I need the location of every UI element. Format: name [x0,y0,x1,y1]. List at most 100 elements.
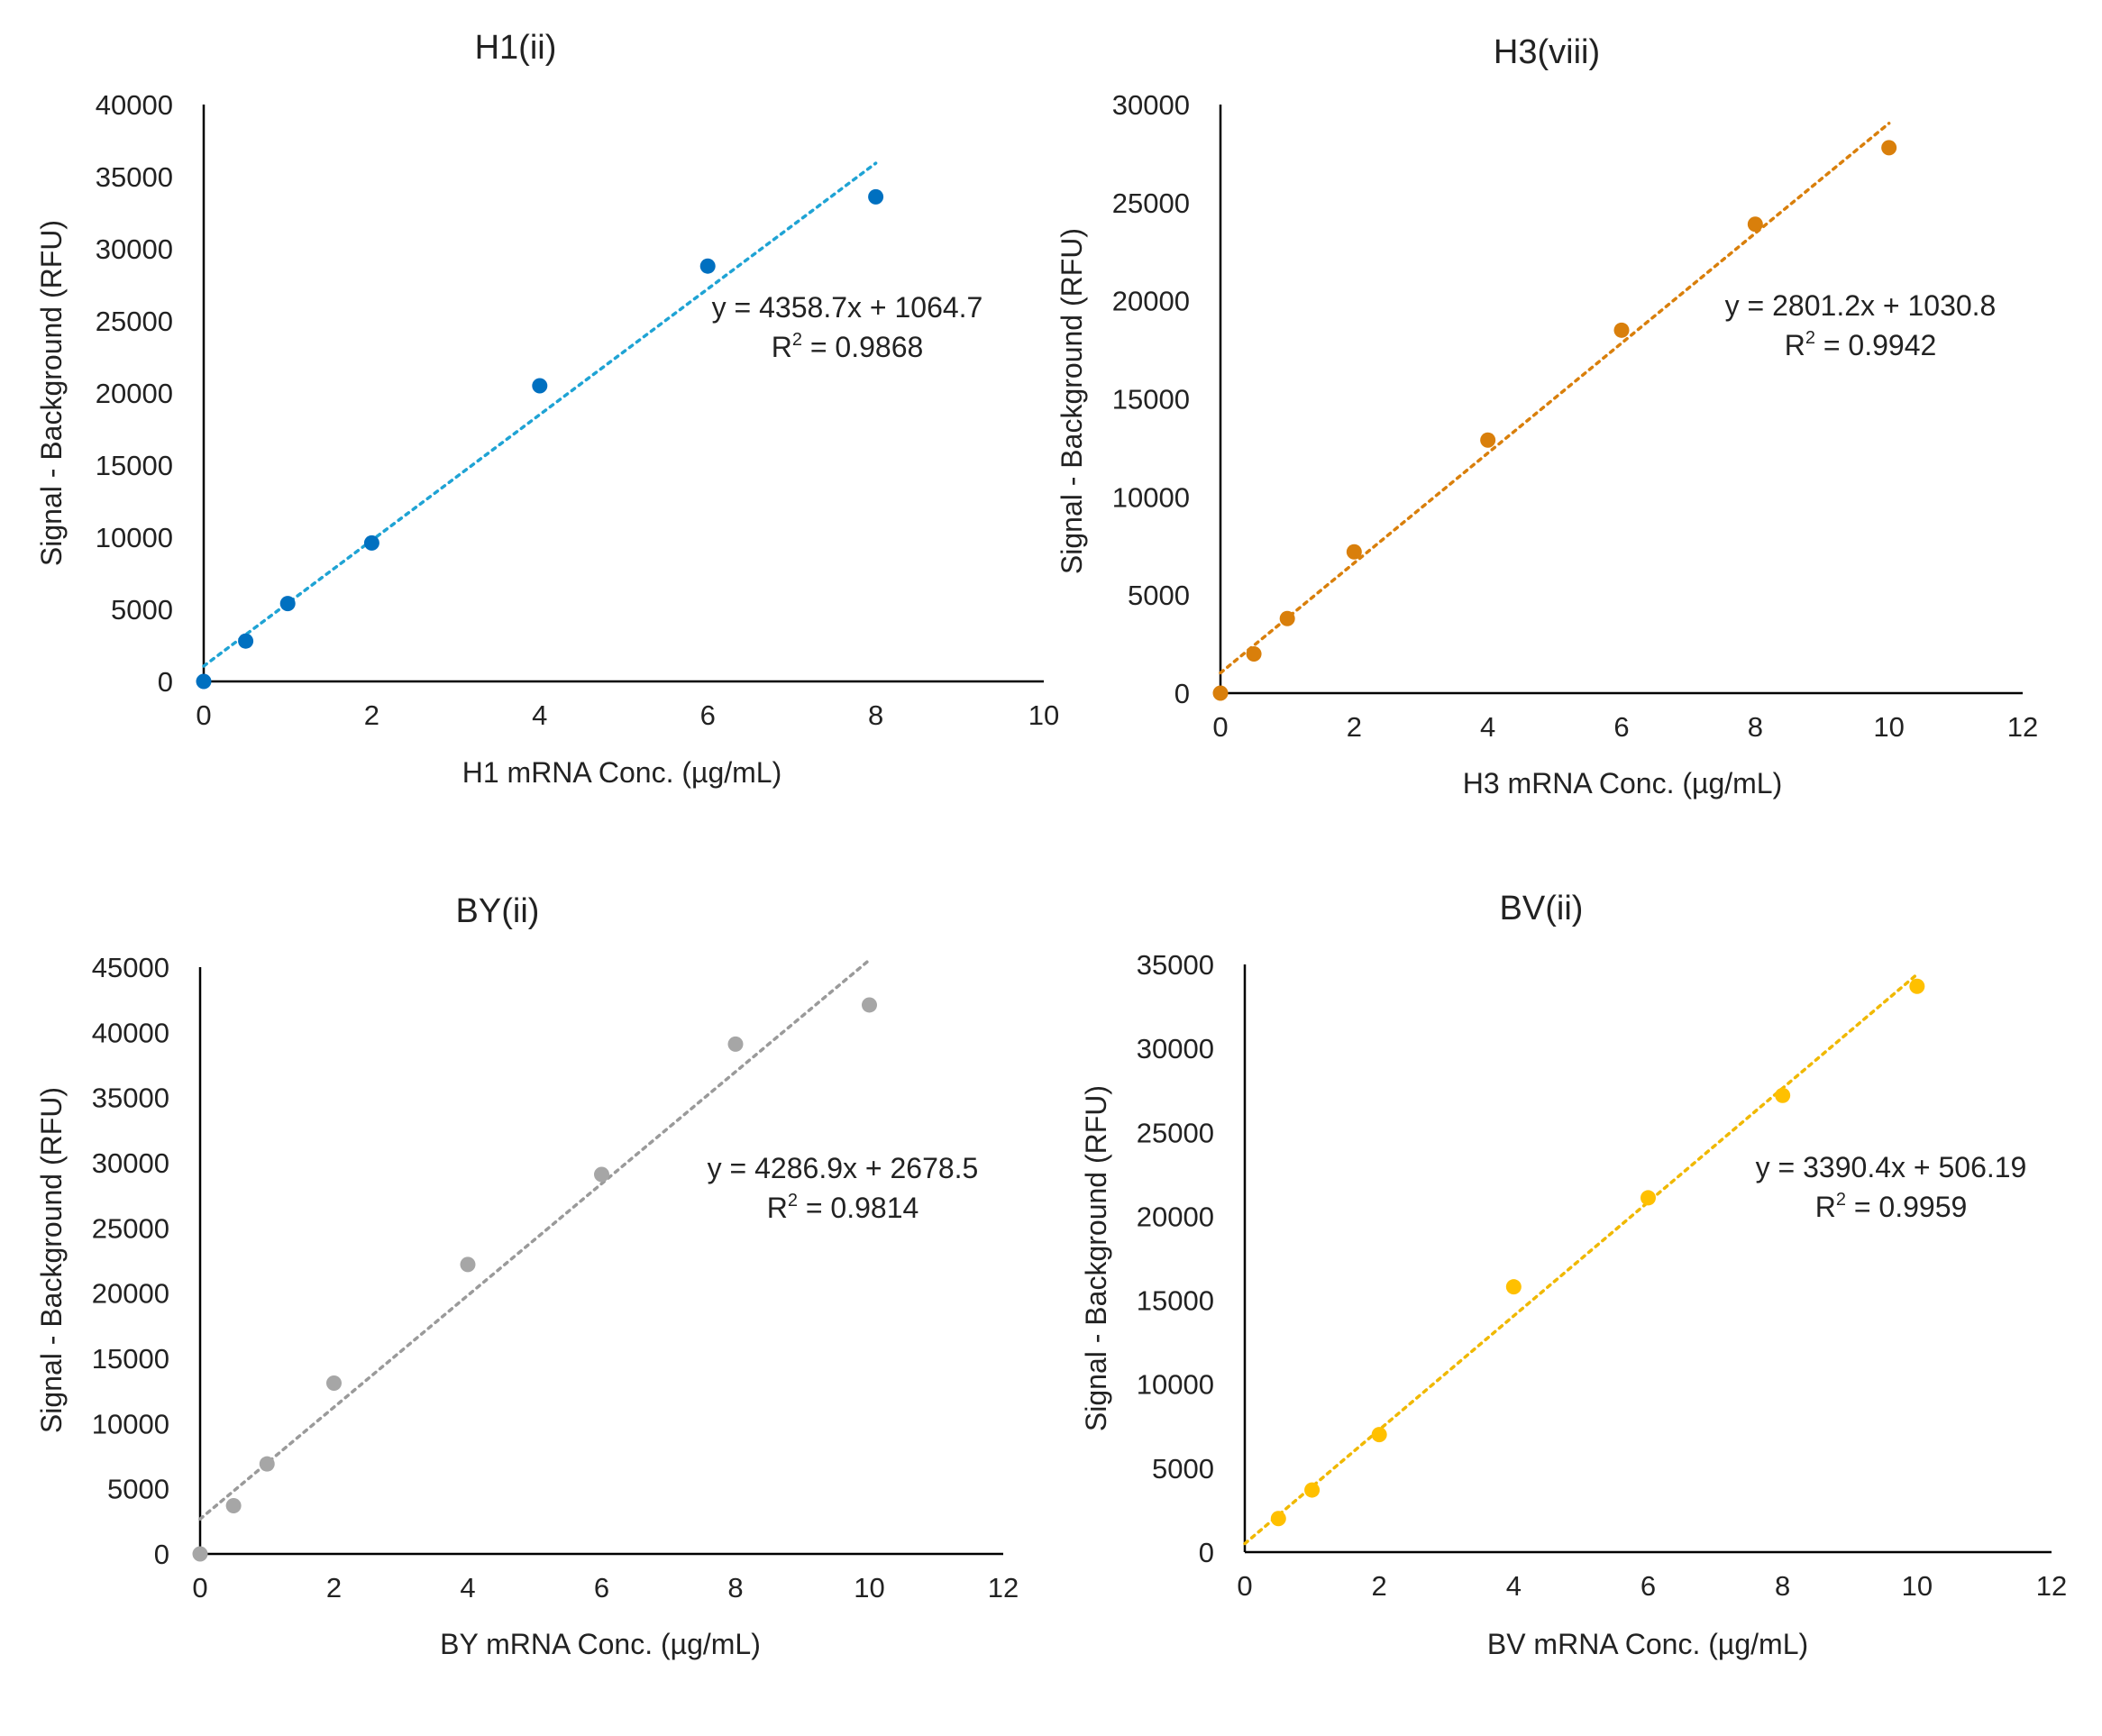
panel-by: BY(ii) 0 2 4 6 8 10 12 0 5000 10000 15000 20000 25000… [35,892,1019,1660]
y-tick-label: 30000 [1112,89,1190,121]
trendline-equation: y = 3390.4x + 506.19 [1756,1151,2027,1183]
y-tick-label: 5000 [1152,1453,1214,1485]
y-tick-label: 5000 [111,594,173,626]
y-axis-title: Signal - Background (RFU) [1080,1085,1112,1431]
x-tick-label: 0 [192,1572,207,1604]
trendline-equation: y = 2801.2x + 1030.8 [1725,289,1997,322]
data-point [1775,1087,1791,1103]
x-tick-label: 4 [460,1572,475,1604]
r-squared-label: R2 = 0.9942 [1785,328,1937,361]
y-axis-title: Signal - Background (RFU) [35,1087,68,1433]
data-point [1881,140,1897,156]
y-tick-label: 10000 [1112,481,1190,513]
y-tick-label: 45000 [92,952,169,983]
x-tick-label: 0 [1237,1570,1252,1602]
panel-bv: BV(ii) 0 2 4 6 8 10 12 0 5000 10000 15000 20000 25000… [1080,890,2067,1660]
data-point [363,535,379,551]
x-tick-label: 10 [854,1572,884,1604]
y-tick-label: 35000 [96,161,173,193]
y-axis-title: Signal - Background (RFU) [1056,228,1088,574]
x-axis-title: BY mRNA Conc. (µg/mL) [440,1628,761,1660]
y-tick-label: 15000 [96,450,173,481]
y-tick-label: 15000 [1112,384,1190,416]
chart-title: H1(ii) [475,29,557,67]
y-tick-label: 30000 [92,1147,169,1179]
r-squared-label: R2 = 0.9868 [772,330,924,363]
trendline-equation: y = 4358.7x + 1064.7 [712,291,983,324]
data-point [225,1497,242,1513]
x-axis-title: H1 mRNA Conc. (µg/mL) [462,756,782,789]
x-tick-label: 0 [1212,711,1228,743]
x-tick-label: 12 [2036,1570,2067,1602]
data-point [699,258,716,274]
x-tick-label: 0 [196,699,211,731]
y-tick-label: 10000 [96,522,173,553]
trendline-equation: y = 4286.9x + 2678.5 [708,1152,979,1184]
data-point [868,188,884,205]
y-tick-label: 5000 [1128,580,1190,611]
x-tick-label: 6 [700,699,716,731]
data-point [238,633,254,649]
x-tick-label: 6 [1640,1570,1656,1602]
y-tick-label: 25000 [92,1212,169,1244]
data-point [259,1456,275,1472]
y-tick-label: 35000 [1137,949,1214,981]
trendline [1219,122,1891,675]
x-tick-label: 8 [727,1572,743,1604]
y-tick-label: 40000 [92,1017,169,1048]
x-tick-label: 8 [1748,711,1763,743]
y-tick-label: 35000 [92,1083,169,1114]
data-point [1909,978,1925,994]
data-point [279,596,296,612]
x-tick-label: 4 [1506,1570,1522,1602]
y-tick-label: 20000 [92,1278,169,1310]
y-axis-title: Signal - Background (RFU) [35,220,68,566]
trendline [202,161,878,668]
y-tick-label: 20000 [1112,286,1190,317]
data-point [1304,1482,1321,1498]
x-axis-title: BV mRNA Conc. (µg/mL) [1487,1628,1808,1660]
x-tick-label: 12 [988,1572,1019,1604]
y-tick-label: 10000 [1137,1369,1214,1401]
panel-h3: H3(viii) 0 2 4 6 8 10 12 0 5000 10000 15000 20000 250… [1056,33,2038,799]
y-tick-label: 20000 [96,378,173,409]
y-tick-label: 5000 [107,1474,169,1505]
x-tick-label: 12 [2007,711,2038,743]
chart-title: BY(ii) [456,892,540,930]
y-tick-label: 25000 [1137,1117,1214,1148]
data-point [727,1036,744,1052]
y-tick-label: 30000 [96,233,173,265]
x-tick-label: 4 [532,699,547,731]
y-tick-label: 0 [158,666,173,698]
data-point [192,1546,208,1562]
x-tick-label: 2 [364,699,379,731]
y-tick-label: 0 [1199,1537,1214,1568]
data-point [1270,1511,1286,1527]
x-tick-label: 8 [1775,1570,1790,1602]
r-squared-label: R2 = 0.9814 [767,1191,919,1224]
y-tick-label: 20000 [1137,1201,1214,1232]
data-point [1371,1427,1387,1443]
chart-title: H3(viii) [1494,33,1600,71]
x-tick-label: 10 [1902,1570,1933,1602]
x-axis-title: H3 mRNA Conc. (µg/mL) [1463,767,1783,799]
x-tick-label: 2 [1372,1570,1387,1602]
data-point [1640,1190,1656,1206]
y-tick-label: 15000 [92,1343,169,1375]
data-point [1279,610,1295,626]
data-point [1747,216,1763,233]
data-point [532,378,548,394]
data-point [1505,1279,1522,1295]
x-tick-label: 10 [1873,711,1904,743]
data-point [326,1375,342,1391]
x-tick-label: 6 [1613,711,1629,743]
y-tick-label: 25000 [1112,187,1190,219]
data-point [1613,322,1630,338]
data-point [862,997,877,1013]
x-tick-label: 2 [1347,711,1362,743]
data-point [196,673,212,690]
data-point [1212,685,1229,701]
y-tick-label: 15000 [1137,1285,1214,1317]
data-point [1246,645,1262,662]
